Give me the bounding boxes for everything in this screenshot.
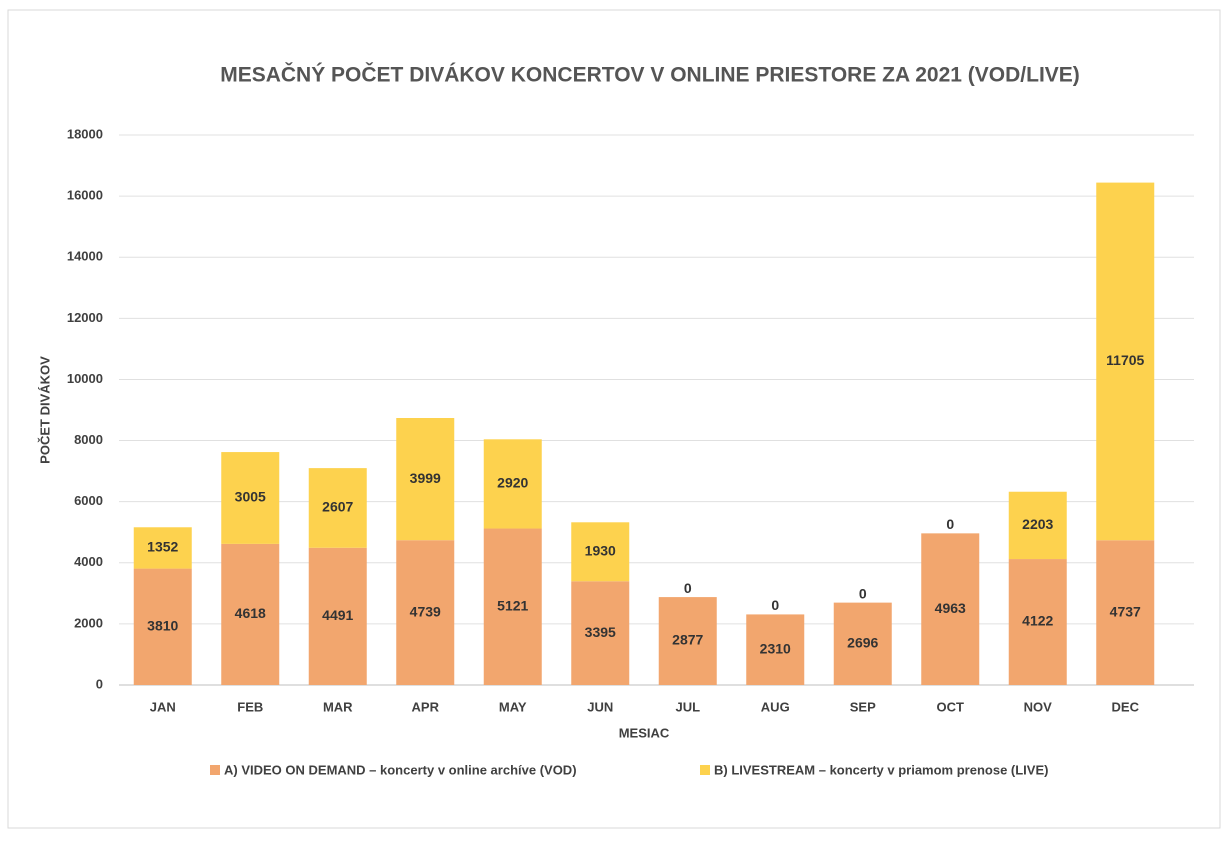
bar-segment (308, 468, 367, 548)
data-label: 0 (859, 585, 867, 601)
bar-segment (483, 528, 542, 685)
data-label: 2203 (1022, 516, 1053, 532)
data-label: 1352 (147, 539, 178, 555)
data-label: 3999 (410, 470, 441, 486)
bar-segment (746, 614, 805, 685)
y-tick-label: 14000 (67, 249, 103, 264)
data-label: 1930 (585, 542, 616, 558)
y-tick-label: 6000 (74, 493, 103, 508)
bar-segment (571, 581, 630, 685)
data-label: 2920 (497, 475, 528, 491)
legend-swatch (700, 765, 710, 775)
bar-segment (1008, 559, 1067, 685)
bar-segment (658, 597, 717, 685)
bar-segment (396, 418, 455, 541)
bar-segment (308, 547, 367, 685)
data-label: 0 (684, 580, 692, 596)
data-label: 4963 (935, 600, 966, 616)
y-tick-label: 12000 (67, 310, 103, 325)
bar-segment (1008, 491, 1067, 560)
data-label: 4739 (410, 603, 441, 619)
data-label: 11705 (1106, 352, 1144, 368)
x-tick-label: JAN (150, 699, 176, 714)
x-tick-label: JUN (587, 699, 613, 714)
x-tick-label: SEP (850, 699, 876, 714)
data-label: 4737 (1110, 603, 1141, 619)
data-label: 2607 (322, 499, 353, 515)
y-tick-label: 2000 (74, 615, 103, 630)
data-label: 2696 (847, 635, 878, 651)
bar-segment (921, 533, 980, 685)
bar-segment (133, 527, 192, 569)
data-label: 5121 (497, 597, 528, 613)
x-axis-label: MESIAC (619, 725, 670, 740)
legend-label: A) VIDEO ON DEMAND – koncerty v online a… (224, 762, 577, 777)
x-tick-label: NOV (1024, 699, 1053, 714)
y-tick-label: 8000 (74, 432, 103, 447)
x-tick-label: APR (412, 699, 440, 714)
bar-segment (833, 602, 892, 685)
bar-segment (396, 540, 455, 685)
data-label: 3395 (585, 624, 616, 640)
chart-title: MESAČNÝ POČET DIVÁKOV KONCERTOV V ONLINE… (220, 63, 1080, 87)
y-tick-label: 16000 (67, 188, 103, 203)
x-tick-label: AUG (761, 699, 790, 714)
data-label: 0 (771, 597, 779, 613)
x-tick-label: FEB (237, 699, 263, 714)
bar-segment (483, 439, 542, 529)
y-tick-label: 10000 (67, 371, 103, 386)
x-tick-label: DEC (1112, 699, 1140, 714)
x-tick-label: MAR (323, 699, 353, 714)
data-label: 4122 (1022, 613, 1053, 629)
y-tick-label: 0 (96, 676, 103, 691)
bar-segment (1096, 540, 1155, 685)
bar-segment (1096, 182, 1155, 541)
x-tick-label: OCT (937, 699, 965, 714)
bar-segment (221, 543, 280, 685)
data-label: 2877 (672, 632, 703, 648)
data-label: 2310 (760, 640, 791, 656)
data-label: 4618 (235, 605, 266, 621)
data-label: 3005 (235, 489, 266, 505)
bar-segment (221, 452, 280, 544)
chart-frame (7, 9, 1221, 829)
data-label: 3810 (147, 617, 178, 633)
legend-swatch (210, 765, 220, 775)
x-tick-label: MAY (499, 699, 527, 714)
bar-segment (133, 568, 192, 685)
y-axis-label: POČET DIVÁKOV (37, 356, 52, 464)
legend-label: B) LIVESTREAM – koncerty v priamom preno… (714, 762, 1048, 777)
data-label: 4491 (322, 607, 353, 623)
x-tick-label: JUL (675, 699, 700, 714)
y-tick-label: 18000 (67, 126, 103, 141)
data-label: 0 (946, 516, 954, 532)
y-tick-label: 4000 (74, 554, 103, 569)
bar-segment (571, 522, 630, 582)
